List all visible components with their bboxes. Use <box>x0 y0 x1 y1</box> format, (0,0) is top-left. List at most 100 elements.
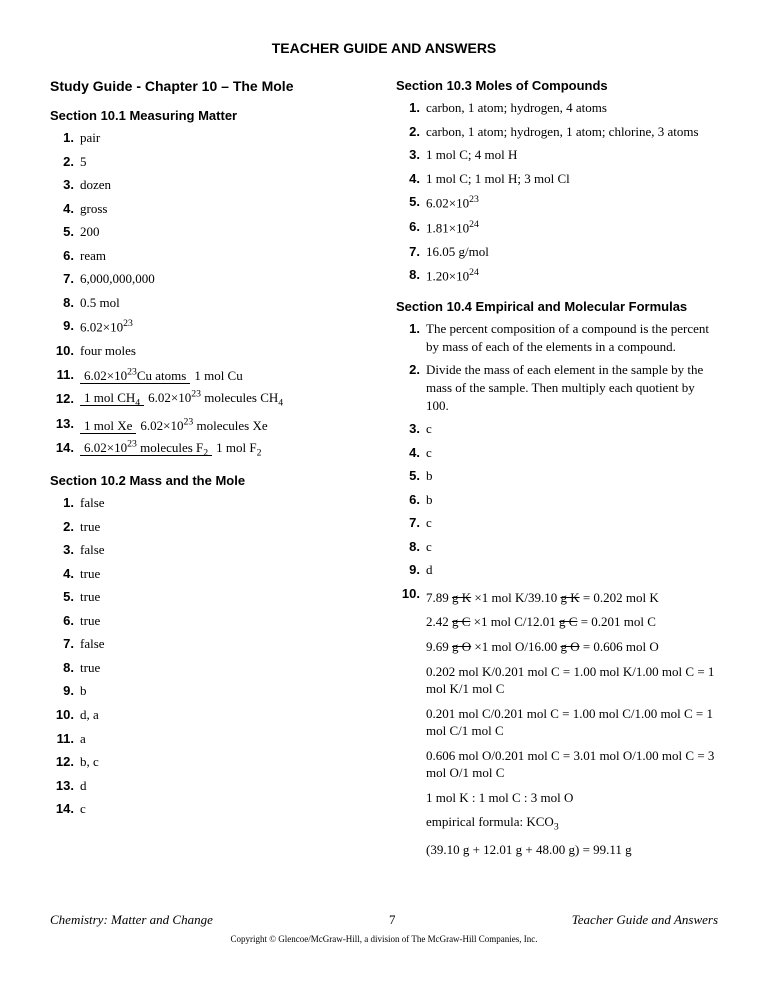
list-item: 6.true <box>50 612 372 630</box>
item-number: 6. <box>50 247 74 265</box>
list-item: 2.5 <box>50 153 372 171</box>
item-number: 13. <box>50 777 74 795</box>
list-item: 1.false <box>50 494 372 512</box>
item-answer: 200 <box>80 223 372 241</box>
list-item: 13.d <box>50 777 372 795</box>
list-item: 11. a <box>50 730 372 748</box>
section-103-list: 1.carbon, 1 atom; hydrogen, 4 atoms2.car… <box>396 99 718 285</box>
item-answer: false <box>80 635 372 653</box>
item-answer: b, c <box>80 753 372 771</box>
item-answer: 5 <box>80 153 372 171</box>
work-line: 0.201 mol C/0.201 mol C = 1.00 mol C/1.0… <box>426 705 718 740</box>
item-number: 1. <box>50 494 74 512</box>
item-number: 2. <box>50 153 74 171</box>
item-number: 13. <box>50 415 74 433</box>
item-number: 7. <box>396 514 420 532</box>
list-item: 9.6.02×1023 <box>50 317 372 336</box>
list-item: 3.dozen <box>50 176 372 194</box>
item-answer: d, a <box>80 706 372 724</box>
work-line: 2.42 g C ×1 mol C/12.01 g C = 0.201 mol … <box>426 613 718 631</box>
item-answer: true <box>80 565 372 583</box>
item-answer: 6.02×1023 <box>80 317 372 336</box>
list-item: 1.pair <box>50 129 372 147</box>
list-item: 8.1.20×1024 <box>396 266 718 285</box>
item-answer: true <box>80 518 372 536</box>
item-number: 7. <box>50 635 74 653</box>
item-answer: c <box>80 800 372 818</box>
item-answer: 1 mol Xe6.02×1023 molecules Xe <box>80 415 372 433</box>
item-number: 3. <box>50 541 74 559</box>
page-footer: Chemistry: Matter and Change 7 Teacher G… <box>50 912 718 928</box>
work-line: 1 mol K : 1 mol C : 3 mol O <box>426 789 718 807</box>
item-answer: c <box>426 420 718 438</box>
list-item: 1.carbon, 1 atom; hydrogen, 4 atoms <box>396 99 718 117</box>
list-item: 5. 200 <box>50 223 372 241</box>
section-104-list: 1.The percent composition of a compound … <box>396 320 718 579</box>
item-number: 1. <box>396 320 420 338</box>
item-answer: 1.81×1024 <box>426 218 718 237</box>
item-number: 8. <box>396 538 420 556</box>
page-header: TEACHER GUIDE AND ANSWERS <box>50 40 718 56</box>
section-104-title: Section 10.4 Empirical and Molecular For… <box>396 299 718 314</box>
item-number: 14. <box>50 800 74 818</box>
item-number: 6. <box>396 218 420 236</box>
item-number: 11. <box>50 730 74 748</box>
item-number: 10. <box>50 342 74 360</box>
copyright: Copyright © Glencoe/McGraw-Hill, a divis… <box>50 934 718 944</box>
list-item: 6.b <box>396 491 718 509</box>
item-answer: 6.02×1023Cu atoms1 mol Cu <box>80 366 372 384</box>
section-102-list: 1.false2.true3.false4.true5.true6.true7.… <box>50 494 372 818</box>
list-item: 8.0.5 mol <box>50 294 372 312</box>
list-item: 12. b, c <box>50 753 372 771</box>
list-item: 7. 16.05 g/mol <box>396 243 718 261</box>
page-number: 7 <box>389 912 396 928</box>
item-number: 12. <box>50 390 74 408</box>
list-item: 9. b <box>50 682 372 700</box>
list-item: 2.true <box>50 518 372 536</box>
list-item: 6.ream <box>50 247 372 265</box>
item-answer: 6,000,000,000 <box>80 270 372 288</box>
list-item: 7.6,000,000,000 <box>50 270 372 288</box>
list-item: 3.c <box>396 420 718 438</box>
item-number: 12. <box>50 753 74 771</box>
item-number: 9. <box>396 561 420 579</box>
item-number: 14. <box>50 439 74 457</box>
list-item: 12.1 mol CH46.02×1023 molecules CH4 <box>50 390 372 410</box>
work-line: 0.606 mol O/0.201 mol C = 3.01 mol O/1.0… <box>426 747 718 782</box>
section-101-title: Section 10.1 Measuring Matter <box>50 108 372 123</box>
item-answer: false <box>80 541 372 559</box>
item-answer: 16.05 g/mol <box>426 243 718 261</box>
list-item: 3.1 mol C; 4 mol H <box>396 146 718 164</box>
list-item: 6. 1.81×1024 <box>396 218 718 237</box>
list-item: 9.d <box>396 561 718 579</box>
list-item: 4.true <box>50 565 372 583</box>
left-column: Study Guide - Chapter 10 – The Mole Sect… <box>50 78 372 872</box>
list-item: 7.c <box>396 514 718 532</box>
item-number: 9. <box>50 682 74 700</box>
item-answer: 7.89 g K ×1 mol K/39.10 g K = 0.202 mol … <box>426 585 718 866</box>
item-number: 7. <box>396 243 420 261</box>
list-item: 14. 6.02×1023 molecules F21 mol F2 <box>50 439 372 459</box>
list-item: 4. c <box>396 444 718 462</box>
section-101-list: 1.pair2.53.dozen4.gross5.2006.ream7.6,00… <box>50 129 372 459</box>
work-line: (39.10 g + 12.01 g + 48.00 g) = 99.11 g <box>426 841 718 859</box>
item-answer: Divide the mass of each element in the s… <box>426 361 718 414</box>
right-column: Section 10.3 Moles of Compounds 1.carbon… <box>396 78 718 872</box>
chapter-title: Study Guide - Chapter 10 – The Mole <box>50 78 372 94</box>
list-item: 1.The percent composition of a compound … <box>396 320 718 355</box>
list-item: 8.true <box>50 659 372 677</box>
item-number: 4. <box>396 444 420 462</box>
list-item: 14. c <box>50 800 372 818</box>
item-answer: carbon, 1 atom; hydrogen, 1 atom; chlori… <box>426 123 718 141</box>
item-number: 10. <box>396 585 420 603</box>
list-item: 11.6.02×1023Cu atoms1 mol Cu <box>50 366 372 384</box>
item-answer: true <box>80 659 372 677</box>
item-number: 5. <box>50 223 74 241</box>
item-answer: 6.02×1023 molecules F21 mol F2 <box>80 439 372 459</box>
item-number: 3. <box>50 176 74 194</box>
list-item: 10.d, a <box>50 706 372 724</box>
item-answer: c <box>426 444 718 462</box>
work-line: 0.202 mol K/0.201 mol C = 1.00 mol K/1.0… <box>426 663 718 698</box>
item-answer: a <box>80 730 372 748</box>
item-answer: b <box>80 682 372 700</box>
